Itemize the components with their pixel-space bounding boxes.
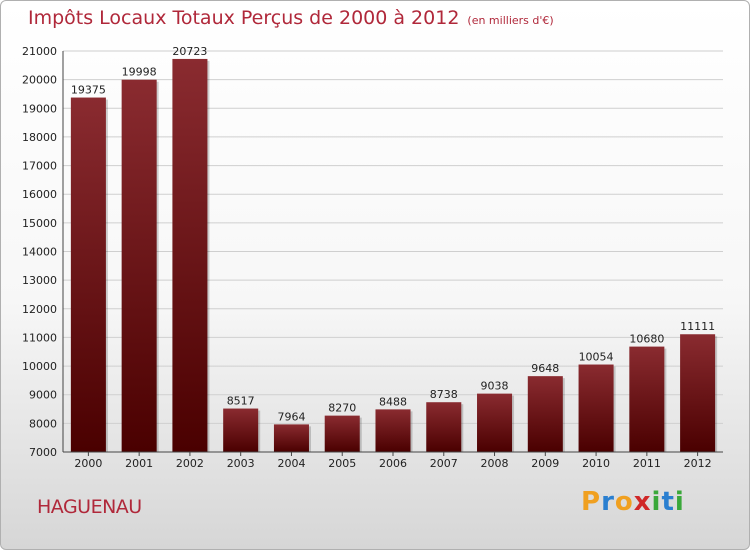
bar	[680, 334, 716, 452]
logo-letter: i	[651, 487, 662, 517]
y-tick-label: 21000	[22, 45, 57, 58]
bars	[70, 58, 718, 453]
chart-title: Impôts Locaux Totaux Perçus de 2000 à 20…	[28, 7, 554, 29]
data-label: 10680	[629, 333, 664, 346]
x-tick-label: 2012	[684, 457, 712, 470]
x-tick-label: 2011	[633, 457, 661, 470]
logo-letter: P	[581, 487, 602, 517]
commune-name: HAGUENAU	[37, 496, 142, 518]
data-label: 8270	[328, 402, 356, 415]
axes: 7000 8000 9000 10000 11000 12000 13000 14000 150…	[22, 45, 723, 470]
y-tick-label: 14000	[22, 246, 57, 259]
data-label: 8517	[227, 395, 255, 408]
data-label: 8488	[379, 395, 407, 408]
x-tick-label: 2007	[430, 457, 458, 470]
x-tick-label: 2005	[328, 457, 356, 470]
data-label: 8738	[430, 388, 458, 401]
proxiti-logo: Proxiti	[581, 487, 685, 517]
y-tick-label: 12000	[22, 303, 57, 316]
chart-subtitle: (en milliers d'€)	[467, 14, 554, 27]
x-tick-label: 2009	[531, 457, 559, 470]
bar	[477, 393, 513, 452]
bar	[527, 376, 563, 452]
data-label: 20723	[172, 45, 207, 58]
logo-letter: i	[674, 487, 685, 517]
logo-letter: o	[614, 487, 634, 517]
data-label: 19375	[71, 84, 106, 97]
y-tick-label: 11000	[22, 331, 57, 344]
y-tick-label: 18000	[22, 131, 57, 144]
data-label: 19998	[122, 66, 157, 79]
bar	[426, 402, 462, 452]
x-tick-label: 2006	[379, 457, 407, 470]
bar	[223, 408, 259, 452]
bar	[273, 424, 309, 452]
x-tick-label: 2001	[125, 457, 153, 470]
x-tick-label: 2008	[481, 457, 509, 470]
bar	[70, 97, 106, 452]
y-tick-label: 7000	[29, 446, 57, 459]
data-label: 11111	[680, 320, 715, 333]
x-tick-label: 2000	[74, 457, 102, 470]
y-tick-label: 20000	[22, 74, 57, 87]
y-tick-label: 13000	[22, 274, 57, 287]
y-tick-label: 16000	[22, 188, 57, 201]
data-label: 9038	[481, 380, 509, 393]
logo-letter: x	[633, 487, 652, 517]
y-tick-label: 19000	[22, 102, 57, 115]
title-text: Impôts Locaux Totaux Perçus de 2000 à 20…	[28, 7, 460, 29]
x-tick-label: 2004	[277, 457, 305, 470]
x-tick-label: 2003	[227, 457, 255, 470]
grid-lines	[63, 50, 723, 453]
data-label: 9648	[531, 362, 559, 375]
logo-letter: r	[601, 487, 615, 517]
data-label: 7964	[277, 410, 305, 423]
y-tick-label: 8000	[29, 417, 57, 430]
bar	[324, 415, 360, 452]
y-tick-label: 10000	[22, 360, 57, 373]
x-tick-label: 2002	[176, 457, 204, 470]
bar	[629, 346, 665, 452]
y-tick-label: 9000	[29, 389, 57, 402]
logo-letter: t	[661, 487, 675, 517]
data-label: 10054	[579, 351, 614, 364]
bar	[121, 79, 157, 453]
y-tick-label: 15000	[22, 217, 57, 230]
bar	[172, 58, 208, 452]
bar	[578, 364, 614, 452]
x-tick-label: 2010	[582, 457, 610, 470]
bar	[375, 409, 411, 452]
y-tick-label: 17000	[22, 160, 57, 173]
